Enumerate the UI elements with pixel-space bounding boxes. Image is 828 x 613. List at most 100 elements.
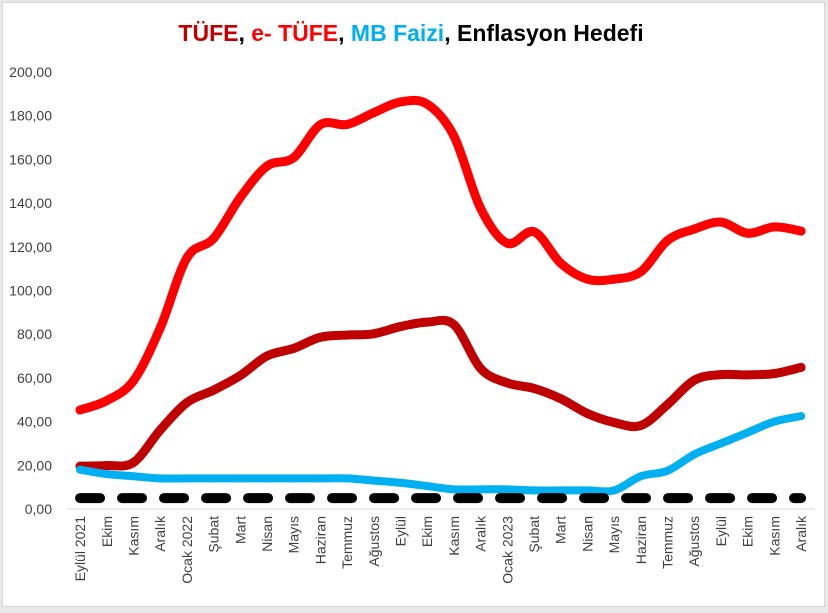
x-tick-label: Ekim	[99, 516, 115, 547]
data-point-e-tufe	[128, 376, 138, 386]
series-tufe	[75, 315, 806, 471]
x-tick-label: Mayıs	[606, 516, 622, 553]
data-point-tufe	[155, 425, 165, 435]
y-tick-label: 140,00	[9, 195, 52, 211]
data-point-e-tufe	[262, 161, 272, 171]
data-point-tufe	[716, 370, 726, 380]
data-point-e-tufe	[369, 108, 379, 118]
x-tick-label: Aralık	[473, 515, 489, 552]
data-point-tufe	[315, 332, 325, 342]
data-point-mb-faizi	[743, 428, 752, 437]
data-point-e-tufe	[582, 274, 592, 284]
series-line-e-tufe	[75, 95, 806, 415]
title-separator: ,	[238, 20, 251, 46]
data-point-e-tufe	[342, 119, 352, 129]
data-point-mb-faizi	[316, 474, 325, 483]
data-point-e-tufe	[449, 131, 459, 141]
data-point-e-tufe	[235, 192, 245, 202]
x-tick-label: Kasım	[766, 516, 782, 556]
data-point-mb-faizi	[797, 412, 806, 421]
x-tick-label: Eylül	[393, 516, 409, 546]
x-tick-label: Nisan	[259, 516, 275, 552]
data-point-mb-faizi	[449, 485, 458, 494]
data-point-tufe	[369, 329, 379, 339]
data-point-tufe	[209, 385, 219, 395]
data-point-mb-faizi	[476, 485, 485, 494]
data-point-e-tufe	[422, 99, 432, 109]
data-point-e-tufe	[155, 323, 165, 333]
x-tick-label: Aralık	[152, 515, 168, 552]
x-tick-label: Temmuz	[339, 516, 355, 569]
title-series-name: MB Faizi	[351, 20, 444, 46]
series-e-tufe	[75, 95, 806, 415]
y-axis: 0,00 20,00 40,00 60,00 80,00 100,00 120,00 140,…	[9, 64, 52, 517]
data-point-tufe	[342, 330, 352, 340]
data-point-e-tufe	[502, 238, 512, 248]
data-point-mb-faizi	[396, 478, 405, 487]
data-point-tufe	[476, 364, 486, 373]
data-point-e-tufe	[395, 97, 405, 107]
data-point-e-tufe	[663, 235, 673, 245]
data-point-mb-faizi	[343, 474, 352, 483]
data-point-tufe	[182, 398, 192, 408]
title-separator: ,	[444, 20, 457, 46]
data-point-mb-faizi	[156, 474, 165, 483]
title-separator: ,	[338, 20, 351, 46]
data-point-tufe	[235, 371, 245, 380]
data-point-e-tufe	[102, 396, 112, 406]
data-point-mb-faizi	[556, 486, 565, 495]
data-point-tufe	[582, 409, 592, 419]
x-tick-label: Ocak 2022	[179, 516, 195, 584]
data-point-tufe	[689, 375, 699, 385]
data-point-tufe	[128, 457, 138, 467]
data-point-mb-faizi	[102, 470, 111, 479]
data-point-tufe	[395, 322, 405, 332]
data-point-tufe	[449, 320, 459, 330]
x-tick-label: Şubat	[206, 516, 222, 553]
data-point-tufe	[502, 378, 512, 388]
x-tick-label: Ağustos	[686, 516, 702, 567]
y-tick-label: 100,00	[9, 283, 52, 299]
data-point-tufe	[636, 421, 646, 431]
x-tick-label: Aralık	[793, 515, 809, 552]
data-point-e-tufe	[315, 120, 325, 130]
y-tick-label: 60,00	[17, 370, 52, 386]
y-tick-label: 20,00	[17, 457, 52, 473]
y-tick-label: 0,00	[25, 501, 52, 517]
y-tick-label: 180,00	[9, 108, 52, 124]
data-point-e-tufe	[636, 267, 646, 277]
data-point-mb-faizi	[369, 476, 378, 485]
x-tick-label: Mayıs	[286, 516, 302, 553]
title-series-name: Enflasyon Hedefi	[457, 20, 644, 46]
x-tick-label: Mart	[232, 516, 248, 544]
x-tick-label: Nisan	[579, 516, 595, 552]
plot-area	[75, 95, 807, 504]
data-point-tufe	[556, 394, 566, 404]
x-tick-label: Şubat	[526, 516, 542, 553]
title-series-name: TÜFE	[178, 20, 238, 46]
data-point-mb-faizi	[663, 466, 672, 475]
data-point-mb-faizi	[236, 474, 245, 483]
data-point-e-tufe	[476, 203, 486, 213]
x-tick-label: Kasım	[446, 516, 462, 556]
x-tick-label: Haziran	[312, 516, 328, 564]
x-tick-label: Ekim	[740, 516, 756, 547]
chart-title: TÜFE, e- TÜFE, MB Faizi, Enflasyon Hedef…	[178, 20, 643, 46]
data-point-mb-faizi	[503, 485, 512, 494]
data-point-e-tufe	[769, 222, 779, 232]
x-axis: Eylül 2021 Ekim Kasım Aralık Ocak 2022 Şubat M…	[66, 508, 815, 584]
x-tick-label: Eylül 2021	[72, 516, 88, 582]
data-point-mb-faizi	[423, 482, 432, 491]
x-tick-label: Temmuz	[660, 516, 676, 569]
data-point-e-tufe	[182, 253, 192, 263]
series-mb-faizi	[76, 412, 806, 496]
y-tick-label: 40,00	[17, 414, 52, 430]
x-tick-label: Eylül	[713, 516, 729, 546]
data-point-mb-faizi	[129, 472, 138, 481]
data-point-tufe	[289, 343, 299, 353]
title-series-name: e- TÜFE	[251, 20, 338, 46]
data-point-tufe	[796, 362, 806, 372]
y-tick-label: 200,00	[9, 64, 52, 80]
